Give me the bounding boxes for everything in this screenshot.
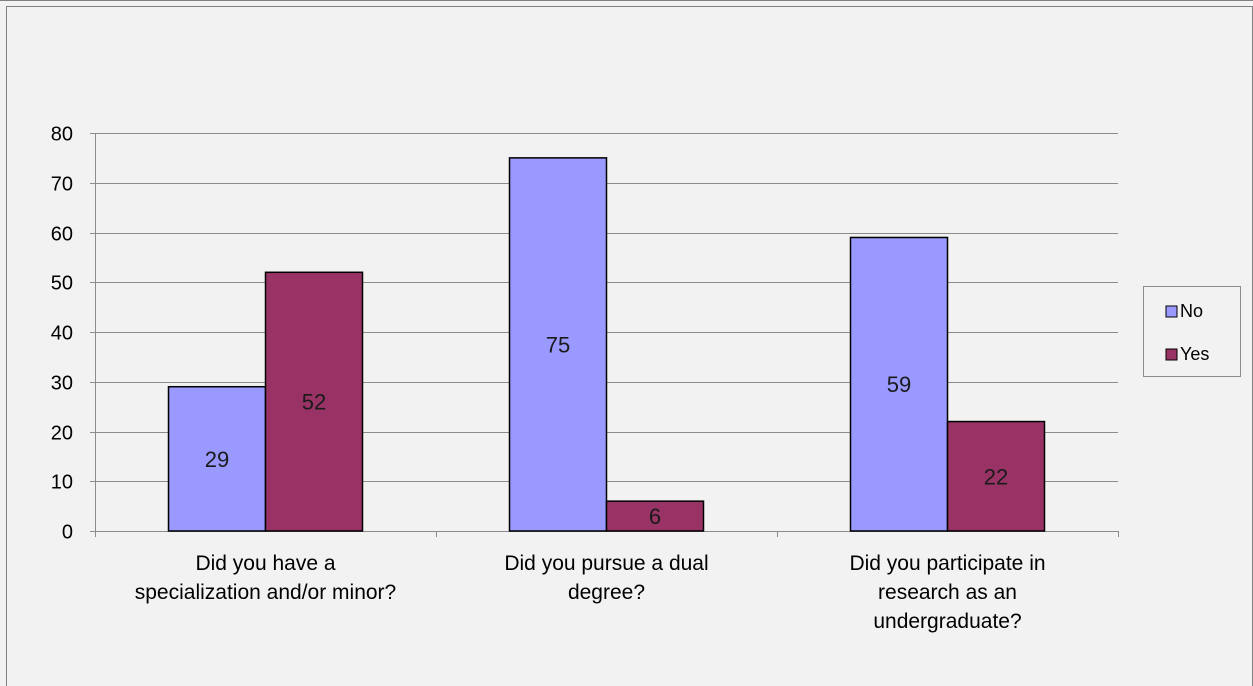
legend-box [1143,286,1241,377]
legend-label-yes: Yes [1180,344,1209,364]
data-label-yes: 22 [984,464,1008,489]
y-tick-label: 40 [51,323,73,345]
y-tick-label: 10 [51,472,73,494]
bar-yes-2 [946,420,1046,532]
axes: 0 10 20 30 40 50 60 70 80 Did you have a specializ… [51,124,1119,633]
y-tick-label: 60 [51,224,73,246]
bar-no-2 [849,236,949,532]
x-category-label: Did you have a [195,552,335,575]
y-tick-label: 50 [51,273,73,295]
y-tick-label: 0 [62,522,73,544]
y-tick-label: 20 [51,423,73,445]
y-tick-label: 80 [51,124,73,146]
bars [167,157,1046,532]
bar-yes-0 [264,271,364,532]
x-category-label: research as an [878,581,1017,604]
legend: No Yes [1143,286,1241,377]
bar-no-1 [508,157,608,532]
bar-no-0 [167,385,267,532]
x-category-label: specialization and/or minor? [135,581,396,604]
bar-yes-1 [605,500,705,532]
y-tick-label: 70 [51,174,73,196]
y-tick-label: 30 [51,373,73,395]
x-category-label: Did you participate in [849,552,1045,575]
x-category-label: undergraduate? [873,610,1021,633]
data-label-no: 29 [205,447,229,472]
data-labels: 29 52 75 6 59 22 [205,332,1008,529]
data-label-yes: 52 [302,390,326,415]
legend-label-no: No [1180,301,1203,321]
data-label-no: 59 [887,372,911,397]
legend-swatch-no [1165,305,1178,318]
x-category-label: Did you pursue a dual [504,552,708,575]
x-category-label: degree? [568,581,645,604]
legend-swatch-yes [1165,348,1178,361]
data-label-yes: 6 [649,504,661,529]
data-label-no: 75 [546,332,570,357]
